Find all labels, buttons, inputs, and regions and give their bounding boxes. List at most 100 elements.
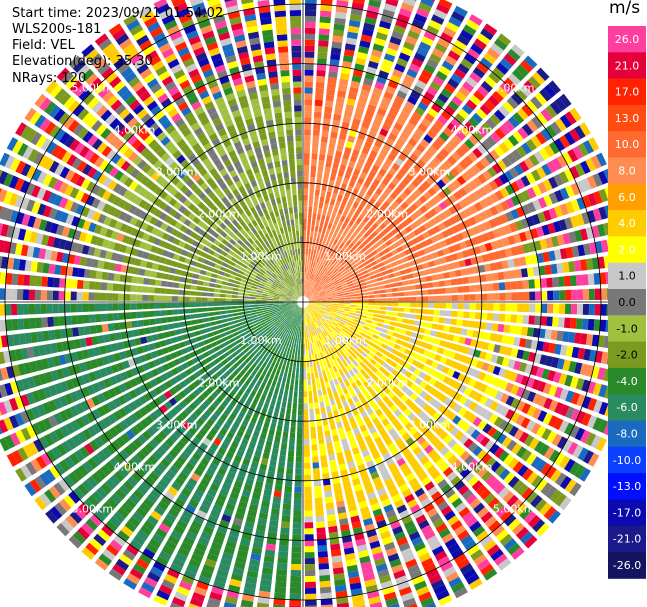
velocity-gate [448,493,460,504]
velocity-gate [477,420,488,431]
velocity-gate [318,310,325,314]
velocity-gate [336,402,343,410]
velocity-gate [398,52,411,62]
velocity-gate [399,84,410,95]
velocity-gate [378,347,386,354]
velocity-gate [516,349,525,360]
velocity-gate [564,374,574,387]
velocity-gate [350,80,361,89]
velocity-gate [343,336,350,342]
velocity-gate [571,245,580,258]
velocity-gate [510,411,520,423]
velocity-gate [489,262,497,271]
velocity-gate [367,227,375,235]
velocity-gate [382,235,390,242]
velocity-gate [36,331,44,343]
velocity-gate [479,244,487,253]
velocity-gate [539,354,548,366]
velocity-gate [315,314,320,320]
radar-ray [273,307,303,607]
velocity-gate [344,191,351,199]
velocity-gate [320,281,325,286]
velocity-gate [295,462,302,469]
velocity-gate [368,298,375,302]
velocity-gate [421,289,428,295]
velocity-gate [320,598,333,606]
velocity-gate [348,242,355,249]
velocity-gate [24,332,32,344]
velocity-gate [203,452,213,462]
velocity-gate [243,433,251,441]
velocity-gate [280,382,286,390]
velocity-gate [353,168,361,177]
velocity-gate [426,58,439,69]
velocity-gate [94,436,105,448]
velocity-gate [69,452,81,466]
velocity-gate [305,291,309,297]
velocity-gate [585,258,594,271]
velocity-gate [493,303,500,311]
velocity-gate [386,330,394,336]
velocity-gate [338,348,344,355]
velocity-gate [257,315,264,319]
velocity-gate [427,449,438,459]
velocity-gate [505,292,512,301]
velocity-gate [214,311,221,316]
velocity-gate [462,81,474,93]
velocity-gate [512,112,525,125]
velocity-gate [554,343,562,355]
velocity-gate [345,232,352,239]
velocity-gate [308,304,314,308]
velocity-gate [76,431,88,444]
radar-ray [0,303,298,381]
velocity-gate [323,287,330,291]
velocity-gate [344,304,351,307]
velocity-gate [503,170,514,182]
velocity-gate [341,260,347,266]
velocity-gate [314,300,321,302]
velocity-gate [518,231,528,242]
velocity-gate [123,578,138,590]
velocity-gate [179,514,191,525]
velocity-gate [451,310,458,318]
radar-ray [304,0,399,297]
velocity-gate [463,294,470,301]
velocity-gate [166,422,176,432]
velocity-gate [549,449,560,463]
velocity-gate [361,512,372,521]
velocity-gate [256,336,263,342]
velocity-gate [502,490,515,503]
velocity-gate [244,413,252,422]
velocity-gate [551,157,563,171]
velocity-gate [359,469,368,478]
velocity-gate [279,351,284,358]
velocity-gate [392,209,400,218]
velocity-gate [267,306,274,310]
velocity-gate [346,331,353,337]
velocity-gate [363,373,371,381]
velocity-gate [335,371,341,378]
velocity-gate [91,336,99,346]
velocity-gate [348,219,355,227]
velocity-gate [201,307,209,312]
velocity-gate [310,165,317,172]
velocity-gate [304,141,311,148]
velocity-gate [319,308,326,312]
velocity-gate [554,493,567,507]
velocity-gate [423,374,432,383]
velocity-gate [313,117,321,125]
velocity-gate [337,389,344,397]
velocity-gate [532,199,542,211]
velocity-gate [512,68,525,82]
velocity-gate [286,305,292,309]
velocity-gate [442,26,457,38]
velocity-gate [499,123,511,136]
velocity-gate [172,309,179,315]
velocity-gate [344,246,351,253]
velocity-gate [332,29,344,37]
velocity-gate [564,458,576,473]
velocity-gate [547,222,556,234]
velocity-gate [228,390,236,398]
velocity-gate [320,318,325,323]
velocity-gate [424,384,433,393]
